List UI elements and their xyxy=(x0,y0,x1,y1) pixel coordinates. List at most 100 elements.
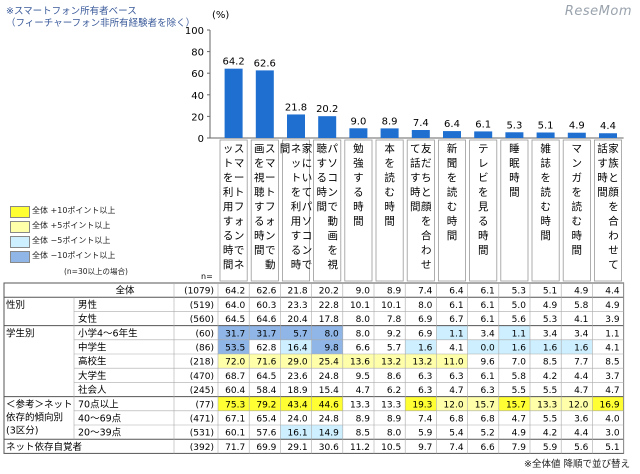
table-n: (471) xyxy=(190,415,214,425)
table-cell: 5.1 xyxy=(543,287,557,297)
table-cell: 3.0 xyxy=(605,429,620,439)
table-cell-highlight xyxy=(311,354,343,369)
category-label-char: 用 xyxy=(223,201,234,213)
table-cell: 57.6 xyxy=(256,429,276,439)
category-label-char: 視 xyxy=(327,258,338,271)
category-label-box xyxy=(531,139,560,282)
table-cell: 4.0 xyxy=(605,415,620,425)
category-label-char: む xyxy=(447,201,458,213)
category-label-char: 画 xyxy=(254,143,265,155)
table-cell: 24.8 xyxy=(319,415,339,425)
table-cell: 6.2 xyxy=(387,386,401,396)
table-cell: 60.4 xyxy=(225,386,245,396)
table-cell: 7.8 xyxy=(387,315,402,325)
category-label-char: と xyxy=(608,172,619,184)
y-tick-label: 100 xyxy=(185,26,204,37)
category-label-char: 間 xyxy=(254,245,265,257)
category-label-char: を xyxy=(254,158,265,170)
category-label-char: 間 xyxy=(280,143,291,155)
category-label-char: 時 xyxy=(254,230,265,242)
table-cell: 10.1 xyxy=(381,301,401,311)
category-label-char: ガ xyxy=(572,172,583,184)
category-label-char: ス xyxy=(234,143,245,155)
bar-data-label: 21.8 xyxy=(285,102,307,113)
category-label-char: る xyxy=(223,230,234,242)
category-label-char: ソ xyxy=(327,158,338,170)
table-cell-highlight xyxy=(405,396,437,411)
category-label-char: ト xyxy=(223,158,234,170)
table-cell: 53.5 xyxy=(225,344,245,354)
bar xyxy=(349,128,368,138)
category-label-char: 時 xyxy=(597,172,608,184)
table-cell-highlight xyxy=(280,425,312,440)
category-label-char: ス xyxy=(265,143,276,155)
table-cell-highlight xyxy=(436,354,468,369)
table-cell: 0.0 xyxy=(480,344,495,354)
table-cell-highlight xyxy=(249,396,281,411)
category-label-box xyxy=(469,139,498,282)
table-cell: 44.6 xyxy=(319,400,339,410)
category-label-char: 時 xyxy=(353,201,364,213)
table-cell: 23.3 xyxy=(288,301,308,311)
category-label-char: 家 xyxy=(608,142,619,155)
table-cell-highlight xyxy=(280,325,312,340)
category-label-char: す xyxy=(597,158,608,170)
table-cell: 4.9 xyxy=(543,301,558,311)
table-cell: 6.3 xyxy=(418,386,432,396)
category-label-char: て xyxy=(410,143,421,155)
table-cell: 16.1 xyxy=(288,429,308,439)
table-cell: 64.0 xyxy=(225,301,245,311)
table-cell-highlight xyxy=(498,339,530,354)
category-label-box xyxy=(375,139,404,282)
table-row-label: 40〜69点 xyxy=(78,414,122,425)
bar-data-label: 9.0 xyxy=(350,116,366,127)
category-label-char: ー xyxy=(234,172,245,184)
category-label-char: 雑 xyxy=(540,142,551,155)
bar xyxy=(567,132,586,138)
table-cell: 16.4 xyxy=(288,344,308,354)
table-row-label: 社会人 xyxy=(78,384,107,396)
category-label-char: フ xyxy=(265,201,276,213)
table-cell: 8.9 xyxy=(387,287,402,297)
legend-swatch-minus10 xyxy=(10,251,30,263)
table-cell: 19.3 xyxy=(412,400,432,410)
category-label-char: 家 xyxy=(302,142,313,155)
table-cell: 69.9 xyxy=(256,443,276,453)
table-cell: 13.3 xyxy=(350,400,370,410)
category-label-char: 動 xyxy=(265,258,276,271)
category-label-char: む xyxy=(540,201,551,213)
table-cell-highlight xyxy=(498,396,530,411)
table-cell: 64.5 xyxy=(256,372,276,382)
table-cell: 12.0 xyxy=(568,400,588,410)
table-cell: 20.2 xyxy=(319,287,339,297)
table-cell: 8.0 xyxy=(324,329,339,339)
table-cell: 12.0 xyxy=(444,400,464,410)
table-n: (1079) xyxy=(184,287,214,297)
category-label-char: る xyxy=(291,245,302,257)
table-cell: 31.7 xyxy=(256,329,276,339)
table-cell: 72.0 xyxy=(225,358,245,368)
category-label-char: ビ xyxy=(478,172,489,184)
category-label-char: 読 xyxy=(384,171,395,184)
table-row-label: 大学生 xyxy=(78,370,107,382)
category-label-char: ン xyxy=(234,230,245,242)
table-cell-highlight xyxy=(530,396,562,411)
table-cell-highlight xyxy=(311,396,343,411)
table-cell: 6.3 xyxy=(418,372,432,382)
table-group-label: 性別 xyxy=(6,299,25,311)
category-label-char: す xyxy=(353,172,364,184)
legend-label-plus5: 全体 +5ポイント以上 xyxy=(32,221,111,230)
legend-label-plus10: 全体 +10ポイント以上 xyxy=(32,206,116,215)
category-label-char: 時 xyxy=(447,216,458,228)
table-cell: 75.3 xyxy=(225,400,245,410)
category-label-char: で xyxy=(265,245,276,257)
table-cell: 11.0 xyxy=(444,358,464,368)
table-cell: 3.4 xyxy=(543,329,558,339)
table-cell-highlight xyxy=(218,339,250,354)
table-cell-highlight xyxy=(311,425,343,440)
category-label-char: パ xyxy=(327,143,338,155)
table-cell: 7.4 xyxy=(418,287,433,297)
table-cell: 3.6 xyxy=(574,415,589,425)
table-cell-highlight xyxy=(218,325,250,340)
table-cell: 16.9 xyxy=(600,400,620,410)
